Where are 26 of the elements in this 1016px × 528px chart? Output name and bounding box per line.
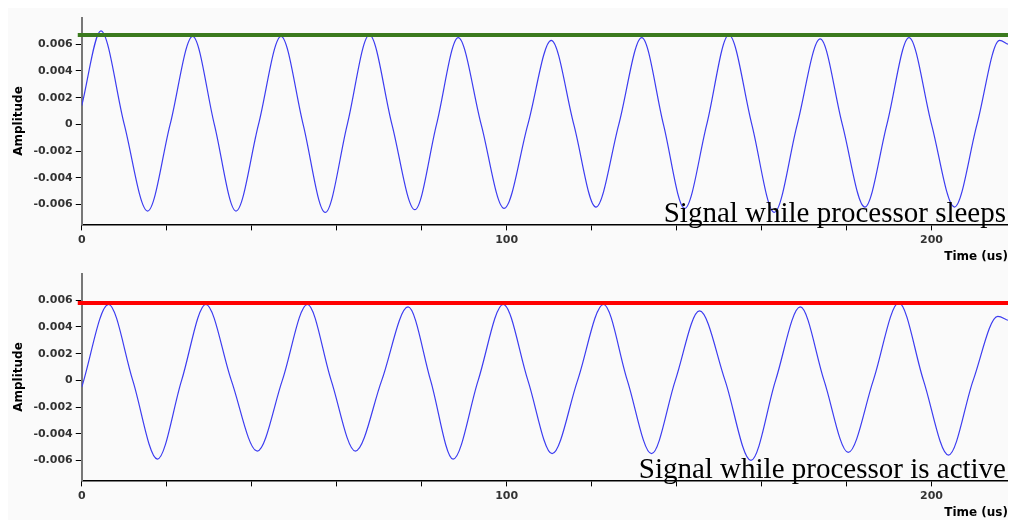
y-tick-label: 0 xyxy=(65,373,74,387)
y-tick-label: 0.004 xyxy=(37,63,74,77)
annotation: Signal while processor sleeps xyxy=(663,195,1006,228)
y-tick-label: -0.002 xyxy=(33,399,73,413)
annotation: Signal while processor is active xyxy=(638,451,1006,484)
x-tick-label: 200 xyxy=(920,488,944,502)
y-axis-title: Amplitude xyxy=(11,86,26,156)
y-tick-label: 0.002 xyxy=(37,90,73,104)
y-tick-label: -0.004 xyxy=(33,426,74,440)
y-tick-label: -0.004 xyxy=(33,170,74,184)
x-tick-label: 0 xyxy=(77,488,86,502)
y-tick-label: 0.004 xyxy=(37,319,74,333)
y-tick-label: -0.006 xyxy=(33,453,74,467)
x-tick-label: 100 xyxy=(495,488,519,502)
y-tick-label: 0.002 xyxy=(37,346,73,360)
y-tick-label: -0.006 xyxy=(33,197,74,211)
x-axis-title: Time (us) xyxy=(944,504,1008,519)
y-axis-title: Amplitude xyxy=(11,342,26,412)
x-tick-label: 200 xyxy=(920,232,944,246)
x-tick-label: 0 xyxy=(77,232,86,246)
y-tick-label: 0 xyxy=(65,117,74,131)
y-tick-label: 0.006 xyxy=(37,37,74,51)
y-tick-label: -0.002 xyxy=(33,143,73,157)
x-tick-label: 100 xyxy=(495,232,519,246)
y-tick-label: 0.006 xyxy=(37,293,74,307)
x-axis-title: Time (us) xyxy=(944,248,1008,263)
